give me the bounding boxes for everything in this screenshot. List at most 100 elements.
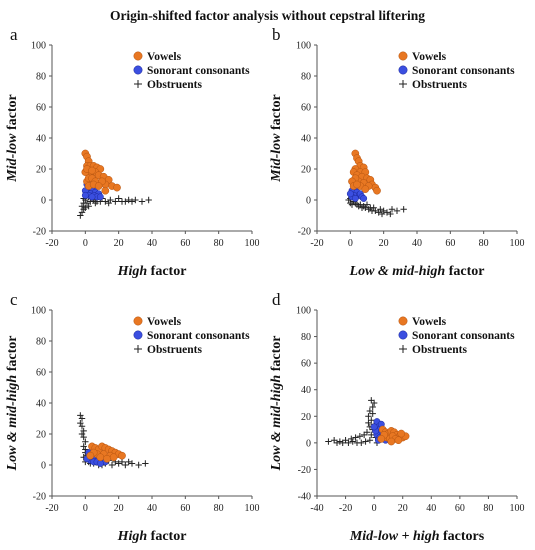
data-point <box>125 458 132 466</box>
y-tick-label: 40 <box>301 134 311 145</box>
data-point <box>82 204 89 211</box>
y-tick-label: 80 <box>36 72 46 83</box>
legend-marker <box>133 65 143 75</box>
panel-letter: b <box>272 25 281 44</box>
legend-marker <box>133 51 143 61</box>
x-tick-label: 100 <box>245 503 260 514</box>
data-point <box>349 438 356 445</box>
data-point <box>366 407 374 415</box>
x-tick-label: 60 <box>180 238 190 249</box>
x-tick-label: 60 <box>445 238 455 249</box>
x-tick-label: -20 <box>45 503 58 514</box>
data-point <box>92 199 99 207</box>
chart-panel-b: b -20 0 20 40 60 80 100 -20 0 20 40 60 80 100 Low & mid… <box>269 25 525 279</box>
legend: Vowels Sonorant consonants Obstruents <box>133 316 250 356</box>
legend-marker <box>399 80 407 88</box>
data-point <box>81 191 89 199</box>
data-point <box>88 166 96 175</box>
x-tick-label: 80 <box>483 503 493 514</box>
data-point <box>77 212 84 219</box>
legend-label: Sonorant consonants <box>147 65 250 77</box>
y-tick-label: 0 <box>41 461 46 472</box>
data-point <box>377 435 386 443</box>
x-tick-label: 60 <box>180 503 190 514</box>
data-point <box>80 443 87 450</box>
data-point <box>370 399 378 407</box>
x-tick-label: -20 <box>310 238 323 249</box>
legend-label: Vowels <box>147 316 182 328</box>
data-point <box>400 206 407 213</box>
y-tick-label: 20 <box>301 412 311 423</box>
x-tick-label: 0 <box>348 238 353 249</box>
data-point <box>373 186 381 195</box>
data-point <box>363 429 371 436</box>
data-point <box>365 419 372 427</box>
y-tick-label: 100 <box>31 41 46 52</box>
legend-label: Vowels <box>412 51 447 63</box>
legend-label: Obstruents <box>147 344 202 356</box>
legend-label: Sonorant consonants <box>412 65 515 77</box>
data-point <box>348 435 355 443</box>
legend-label: Obstruents <box>147 79 202 91</box>
data-point <box>142 460 149 467</box>
legend-marker <box>398 65 408 75</box>
data-point <box>388 206 396 213</box>
data-point <box>368 431 375 439</box>
data-point <box>360 431 368 439</box>
panel-letter: a <box>10 25 18 44</box>
data-point <box>346 190 354 198</box>
legend-marker <box>133 316 143 326</box>
data-point <box>80 427 87 435</box>
series-vowels <box>348 149 381 195</box>
x-axis-label-part-0: High <box>117 264 148 279</box>
y-tick-label: -20 <box>298 227 311 238</box>
x-tick-label: 0 <box>83 503 88 514</box>
y-tick-label: 80 <box>301 332 311 343</box>
data-point <box>357 201 364 208</box>
y-axis-label-part-1: factor <box>269 94 284 133</box>
data-point <box>387 437 396 446</box>
data-point <box>118 451 126 460</box>
data-point <box>353 439 361 447</box>
legend-marker <box>399 345 407 353</box>
legend-label: Vowels <box>412 316 447 328</box>
x-axis-label-part-0: Low & mid-high <box>349 264 446 279</box>
x-tick-label: 40 <box>147 503 157 514</box>
data-point <box>383 209 391 216</box>
data-point <box>387 210 394 218</box>
x-axis-label: Low & mid-high factor <box>349 264 485 279</box>
data-point <box>135 461 142 469</box>
y-tick-label: 40 <box>36 399 46 410</box>
data-point <box>365 413 372 420</box>
data-point <box>115 460 122 467</box>
chart-panel-d: d -40 -20 0 20 40 60 80 100 -40 -20 0 20 40 60 80 100 Mid… <box>269 290 525 544</box>
y-tick-label: 0 <box>306 196 311 207</box>
y-tick-label: -20 <box>33 227 46 238</box>
x-tick-label: 100 <box>245 238 260 249</box>
data-point <box>78 423 86 430</box>
chart-panel-c: c -20 0 20 40 60 80 100 -20 0 20 40 60 80 100 High fact… <box>5 290 260 544</box>
y-tick-label: 100 <box>31 306 46 317</box>
y-tick-label: 80 <box>301 72 311 83</box>
x-axis-label-part-1: factor <box>147 529 186 544</box>
data-point <box>83 199 91 207</box>
x-axis-label-part-0: Mid-low + high <box>349 529 440 544</box>
data-point <box>325 438 332 445</box>
data-point <box>353 180 361 189</box>
data-point <box>94 182 103 190</box>
y-axis-label-part-0: Mid-low <box>5 133 20 183</box>
data-point <box>77 412 84 419</box>
x-tick-label: 80 <box>214 503 224 514</box>
x-tick-label: 80 <box>214 238 224 249</box>
y-axis-label-part-0: Low & mid-high <box>269 375 284 472</box>
data-point <box>370 423 378 431</box>
data-point <box>345 439 352 447</box>
x-axis-label-part-1: factor <box>445 264 484 279</box>
data-point <box>333 439 341 447</box>
x-tick-label: 20 <box>114 238 124 249</box>
data-point <box>78 209 86 216</box>
data-point <box>80 433 87 441</box>
data-point <box>368 417 375 424</box>
data-point <box>352 434 359 441</box>
data-point <box>145 196 152 204</box>
